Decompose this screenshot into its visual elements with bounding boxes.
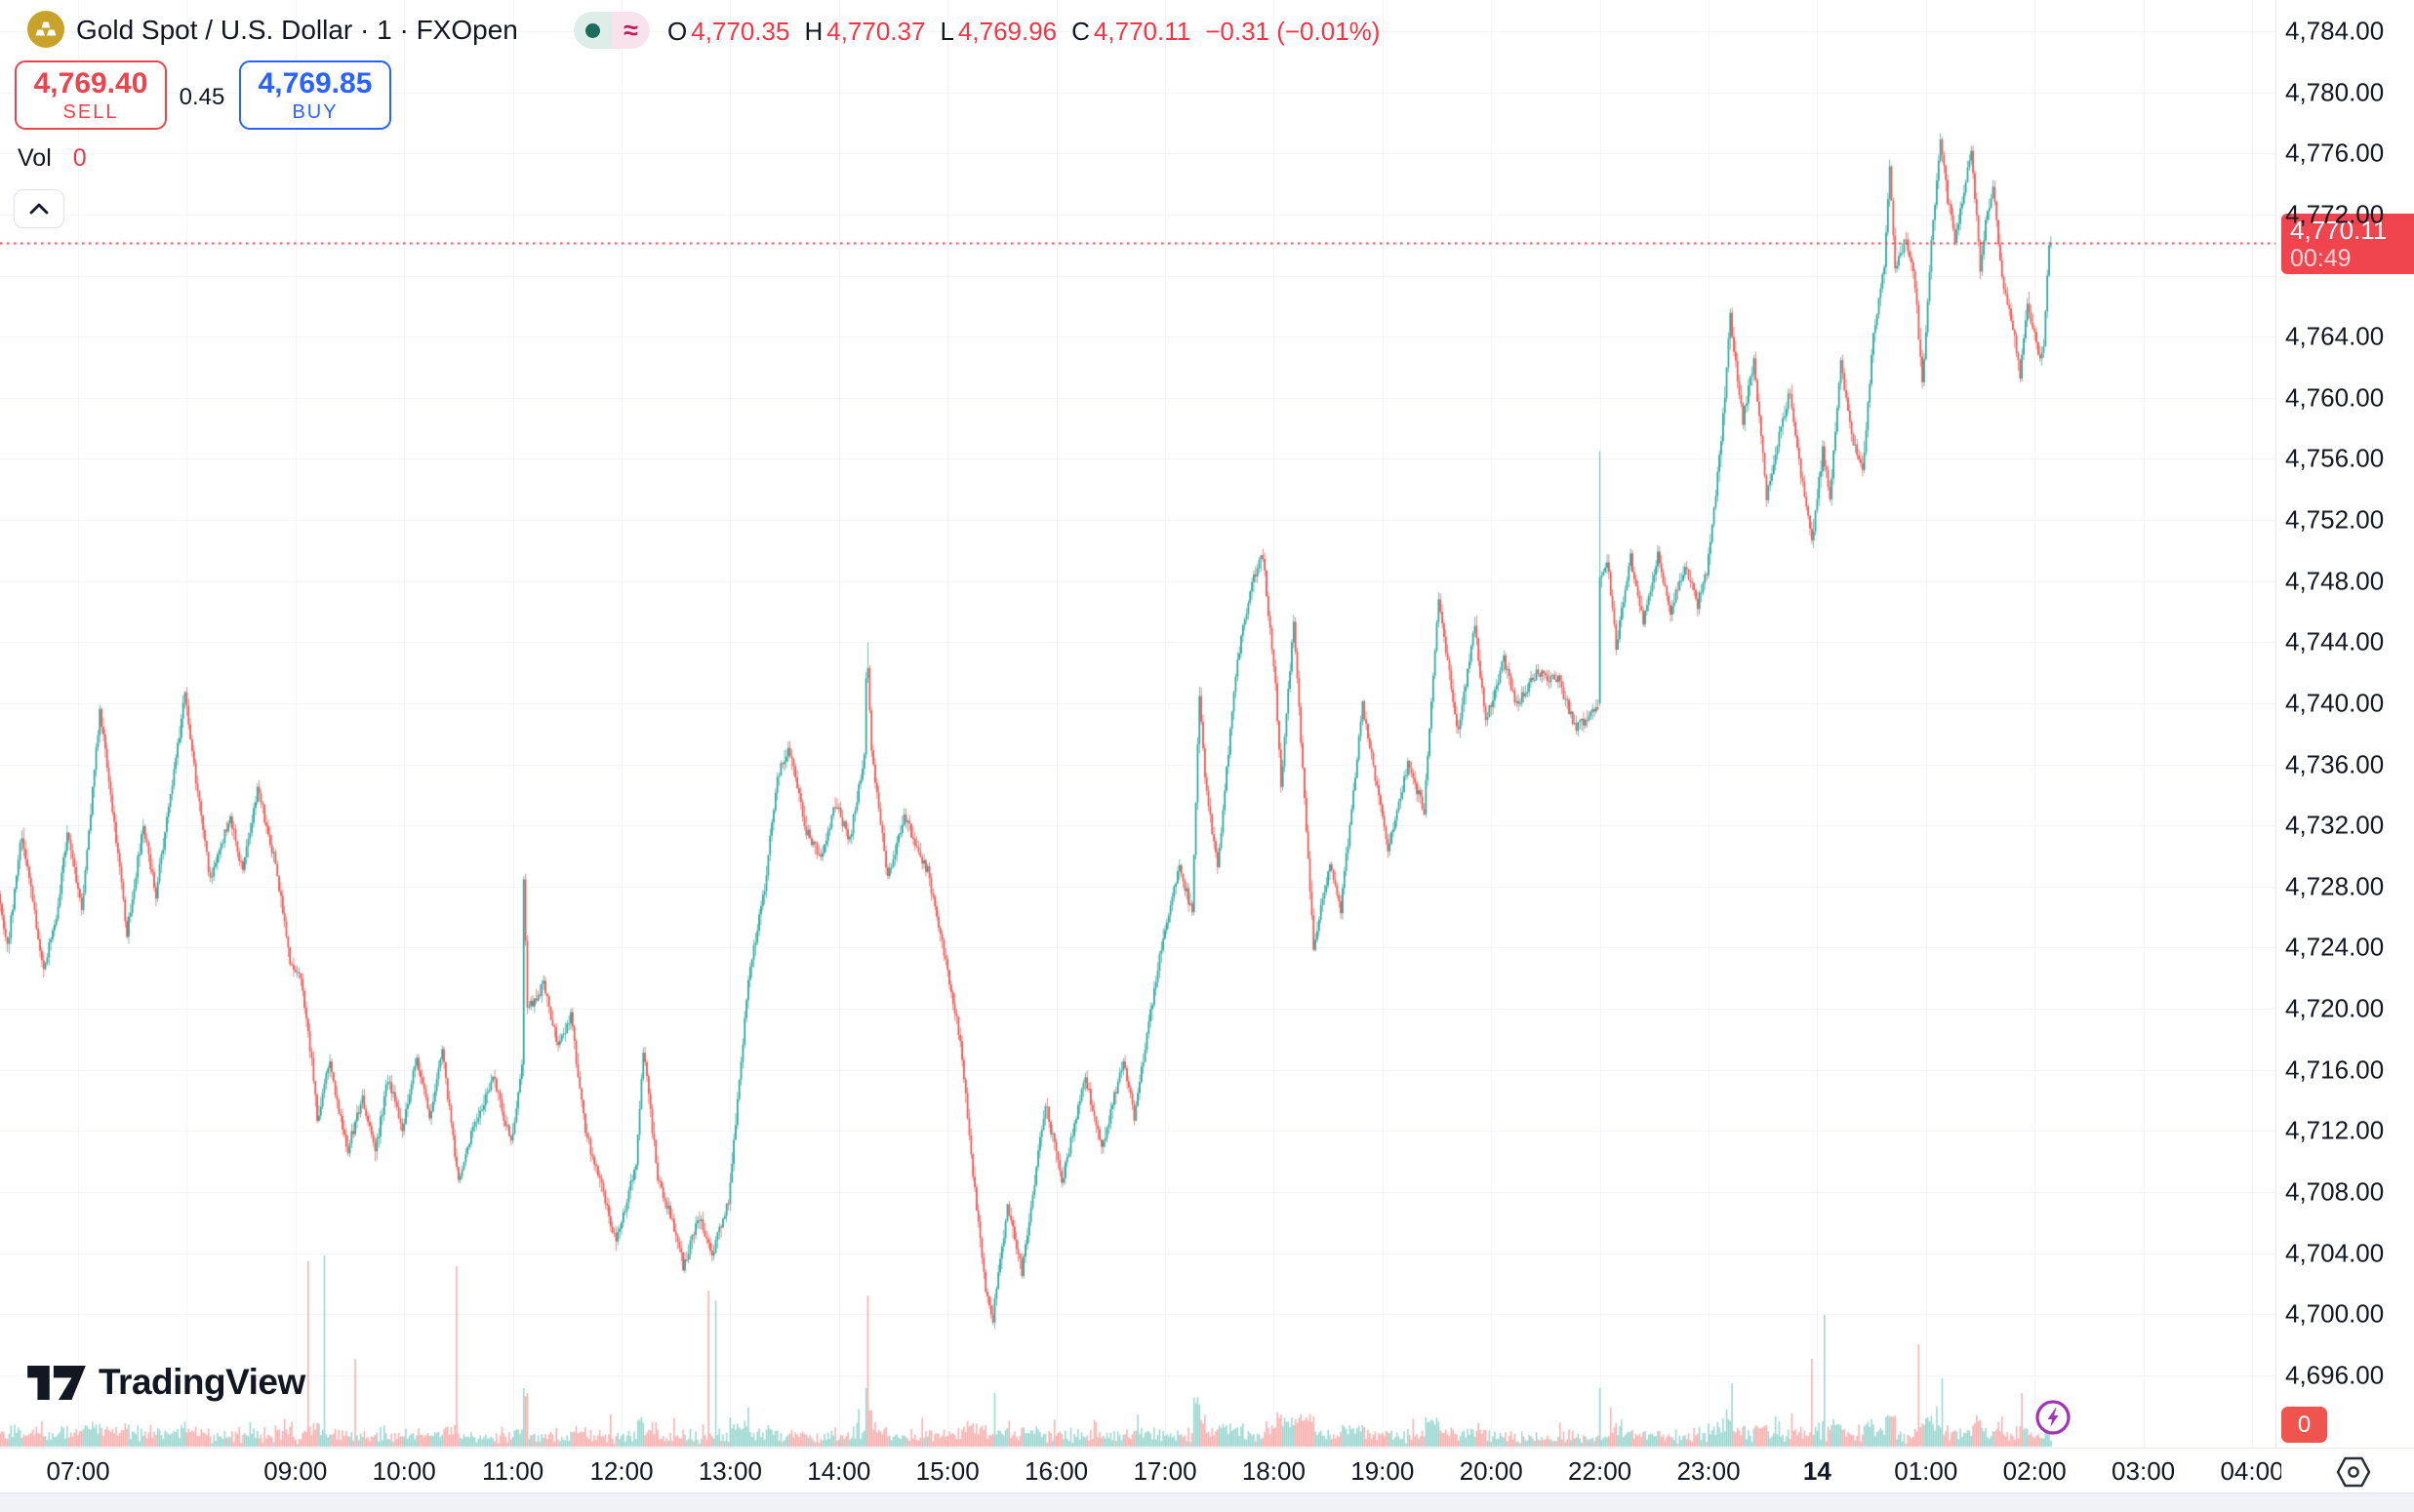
time-axis-label: 19:00 [1350, 1456, 1415, 1486]
time-axis-label: 04:00 [2220, 1456, 2281, 1486]
close-label: C [1071, 17, 1090, 46]
time-axis[interactable]: 07:00 09:00 10:00 11:00 12:00 13:00 14:00 15:00… [0, 1448, 2281, 1492]
time-axis-label: 10:00 [372, 1456, 436, 1486]
delayed-data-icon: ≈ [612, 12, 650, 49]
time-axis-label: 03:00 [2112, 1456, 2176, 1486]
time-axis-label: 22:00 [1568, 1456, 1632, 1486]
gold-coin-icon [27, 11, 64, 48]
price-axis-label: 4,712.00 [2285, 1115, 2385, 1145]
price-axis-label: 4,736.00 [2285, 749, 2385, 779]
price-axis-label: 4,696.00 [2285, 1360, 2385, 1390]
price-axis-label: 4,780.00 [2285, 77, 2385, 107]
time-axis-label: 20:00 [1459, 1456, 1523, 1486]
buy-button[interactable]: 4,769.85 BUY [239, 60, 391, 130]
time-axis-label: 07:00 [46, 1456, 110, 1486]
price-axis-label: 4,708.00 [2285, 1176, 2385, 1207]
volume-axis-badge: 0 [2281, 1407, 2327, 1443]
time-axis-label: 14:00 [807, 1456, 871, 1486]
price-axis-label: 4,728.00 [2285, 871, 2385, 901]
price-axis-label: 4,740.00 [2285, 688, 2385, 718]
time-axis-label: 18:00 [1241, 1456, 1306, 1486]
time-axis-label: 02:00 [2002, 1456, 2067, 1486]
price-axis-label: 4,776.00 [2285, 138, 2385, 168]
high-value: 4,770.37 [826, 17, 926, 46]
price-axis-label: 4,772.00 [2285, 199, 2385, 229]
sell-label: SELL [62, 100, 119, 123]
buy-price: 4,769.85 [258, 66, 373, 99]
last-price-value: 4,770.11 [2290, 216, 2388, 245]
time-axis-label: 13:00 [698, 1456, 762, 1486]
volume-value: 0 [72, 144, 87, 172]
price-axis-label: 4,756.00 [2285, 443, 2385, 473]
time-axis-label: 14 [1802, 1456, 1831, 1486]
sell-price: 4,769.40 [33, 66, 148, 99]
open-value: 4,770.35 [691, 17, 790, 46]
chevron-up-icon [29, 203, 49, 215]
low-value: 4,769.96 [957, 17, 1058, 46]
price-axis-label: 4,700.00 [2285, 1298, 2385, 1329]
price-axis-label: 4,748.00 [2285, 566, 2385, 596]
price-axis-label: 4,764.00 [2285, 321, 2385, 351]
volume-label: Vol [18, 144, 52, 172]
price-axis-label: 4,716.00 [2285, 1054, 2385, 1085]
close-value: 4,770.11 [1093, 17, 1191, 46]
price-scale-settings-eye-icon[interactable] [2336, 1455, 2371, 1489]
collapse-panel-button[interactable] [14, 189, 64, 228]
market-open-dot-icon [574, 12, 612, 49]
buy-label: BUY [292, 100, 339, 123]
price-axis-label: 4,784.00 [2285, 16, 2385, 46]
tradingview-logo-text: TradingView [99, 1362, 305, 1402]
ohlc-readout: O 4,770.35 H 4,770.37 L 4,769.96 C 4,770.11 … [667, 17, 1380, 47]
spread-value: 0.45 [179, 84, 225, 110]
time-axis-label: 11:00 [482, 1456, 544, 1486]
price-axis-label: 4,760.00 [2285, 382, 2385, 413]
price-axis-label: 4,724.00 [2285, 932, 2385, 962]
volume-study-legend: Vol 0 [18, 144, 87, 173]
instant-trading-lightning-icon[interactable] [2034, 1399, 2072, 1436]
open-label: O [667, 17, 688, 46]
price-axis-label: 4,744.00 [2285, 626, 2385, 657]
time-axis-label: 16:00 [1025, 1456, 1089, 1486]
time-axis-label: 17:00 [1133, 1456, 1197, 1486]
time-axis-label: 15:00 [915, 1456, 980, 1486]
tradingview-logo-icon [27, 1365, 86, 1400]
market-status-pill[interactable]: ≈ [574, 12, 650, 49]
bottom-edge-strip [0, 1492, 2414, 1512]
price-axis-label: 4,752.00 [2285, 504, 2385, 535]
tradingview-watermark[interactable]: TradingView [27, 1362, 305, 1403]
time-axis-label: 09:00 [263, 1456, 328, 1486]
low-label: L [940, 17, 954, 46]
symbol-title[interactable]: Gold Spot / U.S. Dollar · 1 · FXOpen [76, 15, 518, 45]
last-price-badge: 4,770.11 00:49 [2281, 214, 2414, 274]
price-axis-label: 4,732.00 [2285, 810, 2385, 840]
time-axis-label: 12:00 [589, 1456, 654, 1486]
price-axis-label: 4,704.00 [2285, 1238, 2385, 1268]
high-label: H [804, 17, 824, 46]
time-axis-label: 23:00 [1676, 1456, 1741, 1486]
bar-countdown: 00:49 [2290, 245, 2352, 272]
change-value: −0.31 (−0.01%) [1205, 17, 1381, 46]
price-axis[interactable]: 4,770.11 00:49 0 4,784.00 4,780.00 4,776.0… [2275, 0, 2414, 1448]
time-axis-label: 01:00 [1894, 1456, 1958, 1486]
sell-button[interactable]: 4,769.40 SELL [15, 60, 167, 130]
price-axis-label: 4,720.00 [2285, 993, 2385, 1023]
